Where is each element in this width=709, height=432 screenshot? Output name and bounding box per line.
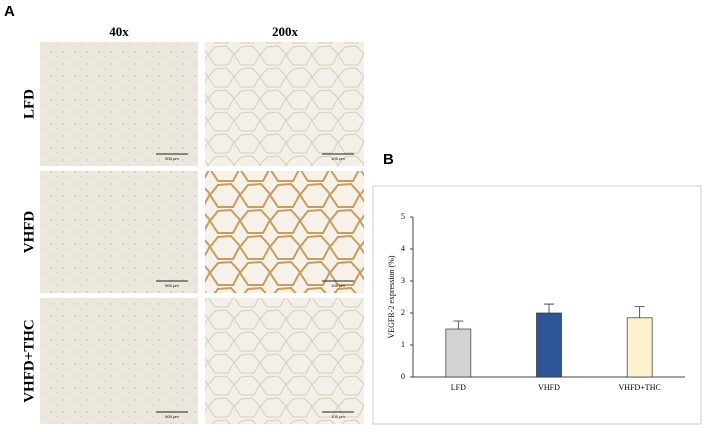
micrograph (40, 171, 198, 293)
y-tick-label: 4 (401, 244, 405, 253)
error-bar (453, 320, 464, 329)
row-label: VHFD+THC (21, 319, 37, 403)
scale-bar-label: 100 μm (331, 156, 345, 161)
column-header: 200x (272, 24, 299, 39)
micrograph (205, 42, 364, 166)
scale-bar-label: 100 μm (331, 283, 345, 288)
y-tick-label: 1 (401, 340, 405, 349)
x-tick-label: VHFD (538, 383, 560, 392)
chart: 0 1 2 3 4 5 VEGFR-2 expression (%) LFD VHFD VHFD+… (387, 212, 685, 392)
bar (626, 317, 653, 378)
bar (445, 328, 472, 378)
y-tick-label: 0 (401, 372, 405, 381)
bar (536, 312, 562, 378)
y-tick-label: 2 (401, 308, 405, 317)
micrograph (40, 42, 198, 166)
scale-bar-label: 100 μm (331, 414, 345, 419)
x-tick-label: LFD (451, 383, 466, 392)
y-tick-label: 3 (401, 276, 405, 285)
error-bar (634, 306, 645, 318)
y-tick-label: 5 (401, 212, 405, 221)
micrograph (40, 298, 198, 424)
scale-bar-label: 500 μm (165, 414, 179, 419)
scale-bar-label: 500 μm (165, 283, 179, 288)
row-label: LFD (21, 89, 37, 119)
row-label: VHFD (21, 211, 37, 254)
y-axis-label: VEGFR-2 expression (%) (387, 255, 396, 338)
error-bar (544, 303, 554, 313)
chart-frame (372, 185, 702, 425)
panel-label: A (4, 3, 15, 20)
micrograph (205, 171, 364, 293)
micrographs: LFD 500 μm 100 μm VHFD 500 μm 100 μm VHFD+THC 5… (21, 42, 364, 424)
panel-label: B (383, 151, 394, 168)
scale-bar-label: 500 μm (165, 156, 179, 161)
micrograph (205, 298, 364, 424)
column-header: 40x (109, 24, 129, 39)
x-tick-label: VHFD+THC (619, 383, 661, 392)
